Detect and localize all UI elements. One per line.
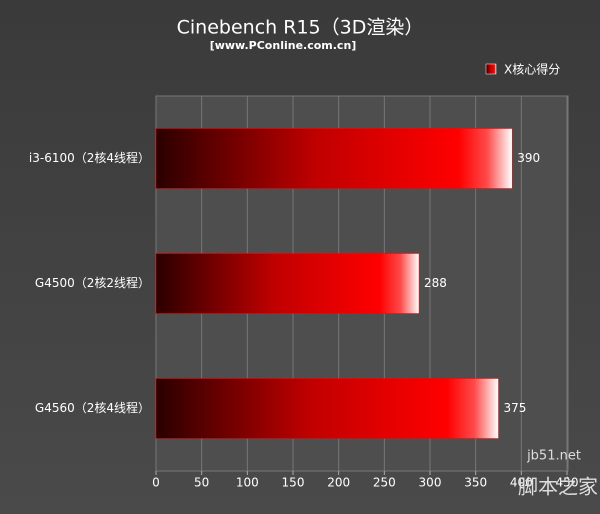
- x-tick-label: 200: [327, 476, 350, 490]
- legend-swatch: [485, 63, 497, 75]
- x-tick-label: 400: [510, 476, 533, 490]
- chart-title: Cinebench R15（3D渲染）: [177, 17, 424, 39]
- bar: [155, 378, 499, 439]
- y-tick-label: G4500（2核2线程）: [35, 275, 150, 290]
- value-label: 375: [504, 401, 527, 415]
- chart-subtitle: [www.PConline.com.cn]: [210, 39, 357, 52]
- x-tick-label: 50: [194, 476, 209, 490]
- y-tick-label: G4560（2核4线程）: [35, 400, 150, 415]
- x-tick-label: 0: [152, 476, 160, 490]
- legend-label: X核心得分: [504, 62, 560, 77]
- x-tick-label: 350: [464, 476, 487, 490]
- watermark: 脚本之家: [518, 475, 598, 499]
- value-label: 288: [424, 276, 447, 290]
- value-label: 390: [517, 151, 540, 165]
- bar: [155, 128, 513, 189]
- x-tick-label: 150: [282, 476, 305, 490]
- bar: [155, 253, 420, 314]
- y-tick-label: i3-6100（2核4线程）: [29, 150, 150, 165]
- x-tick-label: 100: [236, 476, 259, 490]
- watermark: jb51.net: [526, 449, 581, 464]
- x-tick-label: 450: [556, 476, 579, 490]
- x-tick-label: 250: [373, 476, 396, 490]
- x-tick-label: 300: [419, 476, 442, 490]
